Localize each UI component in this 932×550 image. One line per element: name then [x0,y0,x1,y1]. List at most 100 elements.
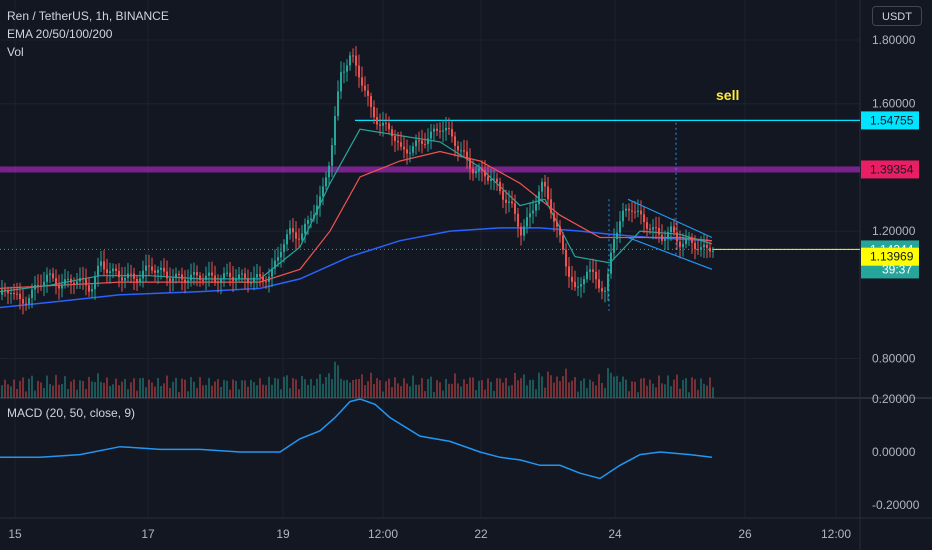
candle [493,170,495,191]
volume-bar [448,383,450,398]
volume-bar [199,377,201,398]
candle [277,246,279,267]
candle [589,260,591,281]
volume-bar [88,376,90,398]
volume-bar [412,375,414,398]
volume-bar [463,379,465,398]
candle [118,263,120,288]
volume-bar [616,375,618,398]
volume-bar [661,383,663,398]
volume-bar [628,391,630,398]
volume-bar [436,380,438,398]
volume-bar [259,378,261,398]
candle [121,267,123,292]
candle [580,277,582,298]
candle [142,260,144,288]
sell-annotation: sell [716,87,739,103]
candle [559,219,561,243]
volume-bar [376,378,378,398]
volume-bar [118,385,120,398]
candle [466,140,468,169]
candle [622,202,624,228]
volume-bar [667,375,669,398]
volume-bar [22,377,24,398]
volume-bar [208,377,210,398]
volume-bar [577,391,579,398]
candle [322,177,324,206]
volume-bar [133,378,135,398]
volume-legend: Vol [7,45,24,59]
resistance-zone [0,166,860,173]
volume-bar [634,381,636,398]
candle [484,160,486,185]
candle [352,48,354,63]
time-tick-label: 24 [608,527,622,541]
currency-button[interactable]: USDT [872,6,922,26]
candle [457,140,459,162]
candle [214,265,216,286]
volume-bar [430,376,432,398]
candle [97,257,99,287]
volume-bar [475,390,477,398]
candle [337,80,339,121]
volume-bar [556,376,558,398]
volume-bar [619,381,621,398]
candle [346,59,348,82]
volume-bar [151,382,153,398]
volume-bar [19,380,21,398]
volume-bar [709,377,711,398]
candle [58,274,60,300]
candle [616,221,618,250]
volume-bar [496,378,498,398]
volume-bar [397,383,399,398]
volume-bar [595,385,597,398]
time-tick-label: 22 [474,527,488,541]
volume-bar [388,378,390,398]
volume-bar [532,379,534,398]
volume-bar [127,389,129,398]
candle [508,190,510,213]
candle [208,261,210,287]
candle [265,276,267,289]
candle [310,210,312,229]
volume-bar [109,385,111,398]
candle [349,51,351,71]
candle [496,173,498,191]
candle [403,135,405,159]
volume-bar [691,377,693,398]
candle [436,123,438,137]
candle [415,134,417,155]
candle [145,254,147,282]
candle [526,207,528,234]
volume-bar [697,389,699,398]
candle [199,272,201,287]
candle [70,274,72,294]
volume-bar [712,387,714,398]
volume-bar [700,378,702,398]
candle [253,266,255,291]
volume-bar [268,376,270,398]
volume-bar [409,386,411,398]
candle [79,267,81,290]
candle [340,61,342,100]
volume-bar [100,381,102,398]
candle [112,263,114,279]
volume-bar [511,385,513,398]
volume-bar [280,389,282,398]
candle [454,131,456,157]
candle [46,267,48,293]
candle [472,160,474,181]
candle [184,270,186,294]
time-tick-label: 19 [276,527,290,541]
time-tick-label: 15 [8,527,22,541]
volume-bar [442,390,444,398]
volume-bar [76,389,78,398]
volume-bar [145,387,147,398]
volume-bar [169,387,171,398]
candle [604,286,606,303]
candle [520,222,522,246]
candle [103,250,105,276]
ema100-line [0,227,713,309]
volume-bar [310,378,312,398]
